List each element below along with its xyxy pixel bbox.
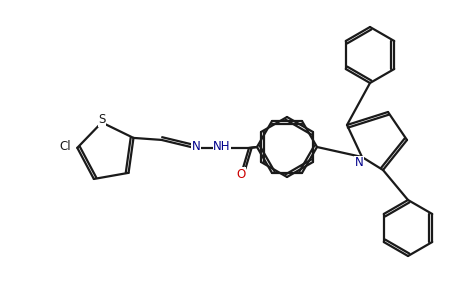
Text: N: N: [355, 156, 363, 170]
Text: N: N: [192, 141, 200, 154]
Text: NH: NH: [213, 141, 231, 154]
Text: Cl: Cl: [60, 140, 71, 153]
Text: S: S: [98, 113, 106, 126]
Text: O: O: [237, 168, 246, 181]
